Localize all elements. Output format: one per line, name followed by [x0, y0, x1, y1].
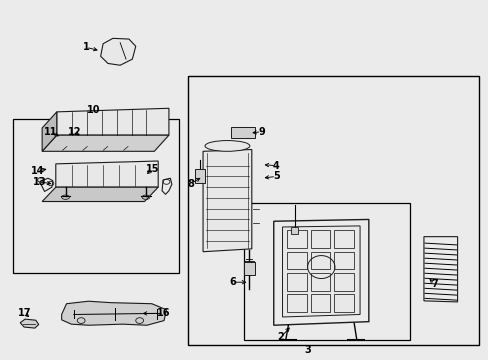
Text: 12: 12 — [68, 127, 81, 136]
Text: 5: 5 — [272, 171, 279, 181]
Text: 4: 4 — [272, 161, 279, 171]
Text: 8: 8 — [187, 179, 194, 189]
Bar — [310, 273, 330, 291]
Text: 14: 14 — [30, 166, 44, 176]
Text: 6: 6 — [228, 277, 235, 287]
Bar — [310, 230, 330, 248]
Bar — [291, 227, 298, 234]
Bar — [287, 252, 306, 270]
Polygon shape — [101, 39, 136, 65]
Ellipse shape — [204, 140, 249, 151]
Text: 15: 15 — [146, 164, 159, 174]
Polygon shape — [56, 161, 158, 187]
Bar — [333, 230, 353, 248]
Text: 3: 3 — [304, 345, 311, 355]
Bar — [244, 203, 409, 339]
Text: 10: 10 — [86, 105, 100, 115]
Bar — [13, 119, 178, 273]
Text: 17: 17 — [18, 309, 32, 318]
Bar — [194, 169, 204, 183]
Polygon shape — [42, 135, 168, 151]
Text: 1: 1 — [82, 42, 89, 52]
Polygon shape — [282, 226, 359, 317]
Bar — [287, 230, 306, 248]
Bar — [333, 294, 353, 312]
Text: 7: 7 — [430, 279, 437, 289]
Polygon shape — [57, 108, 168, 135]
Text: 11: 11 — [43, 127, 57, 136]
Text: 13: 13 — [33, 177, 46, 187]
Bar — [310, 294, 330, 312]
Bar — [287, 294, 306, 312]
Polygon shape — [42, 112, 57, 151]
Bar — [188, 76, 478, 345]
Text: 16: 16 — [157, 309, 170, 318]
Text: 9: 9 — [258, 127, 264, 136]
Text: 2: 2 — [277, 332, 284, 342]
Polygon shape — [61, 301, 166, 325]
Bar — [230, 127, 255, 138]
Bar — [310, 252, 330, 270]
Bar — [243, 262, 255, 275]
Polygon shape — [20, 319, 39, 328]
Polygon shape — [203, 149, 251, 252]
Bar — [333, 252, 353, 270]
Bar — [333, 273, 353, 291]
Bar — [287, 273, 306, 291]
Polygon shape — [42, 187, 158, 202]
